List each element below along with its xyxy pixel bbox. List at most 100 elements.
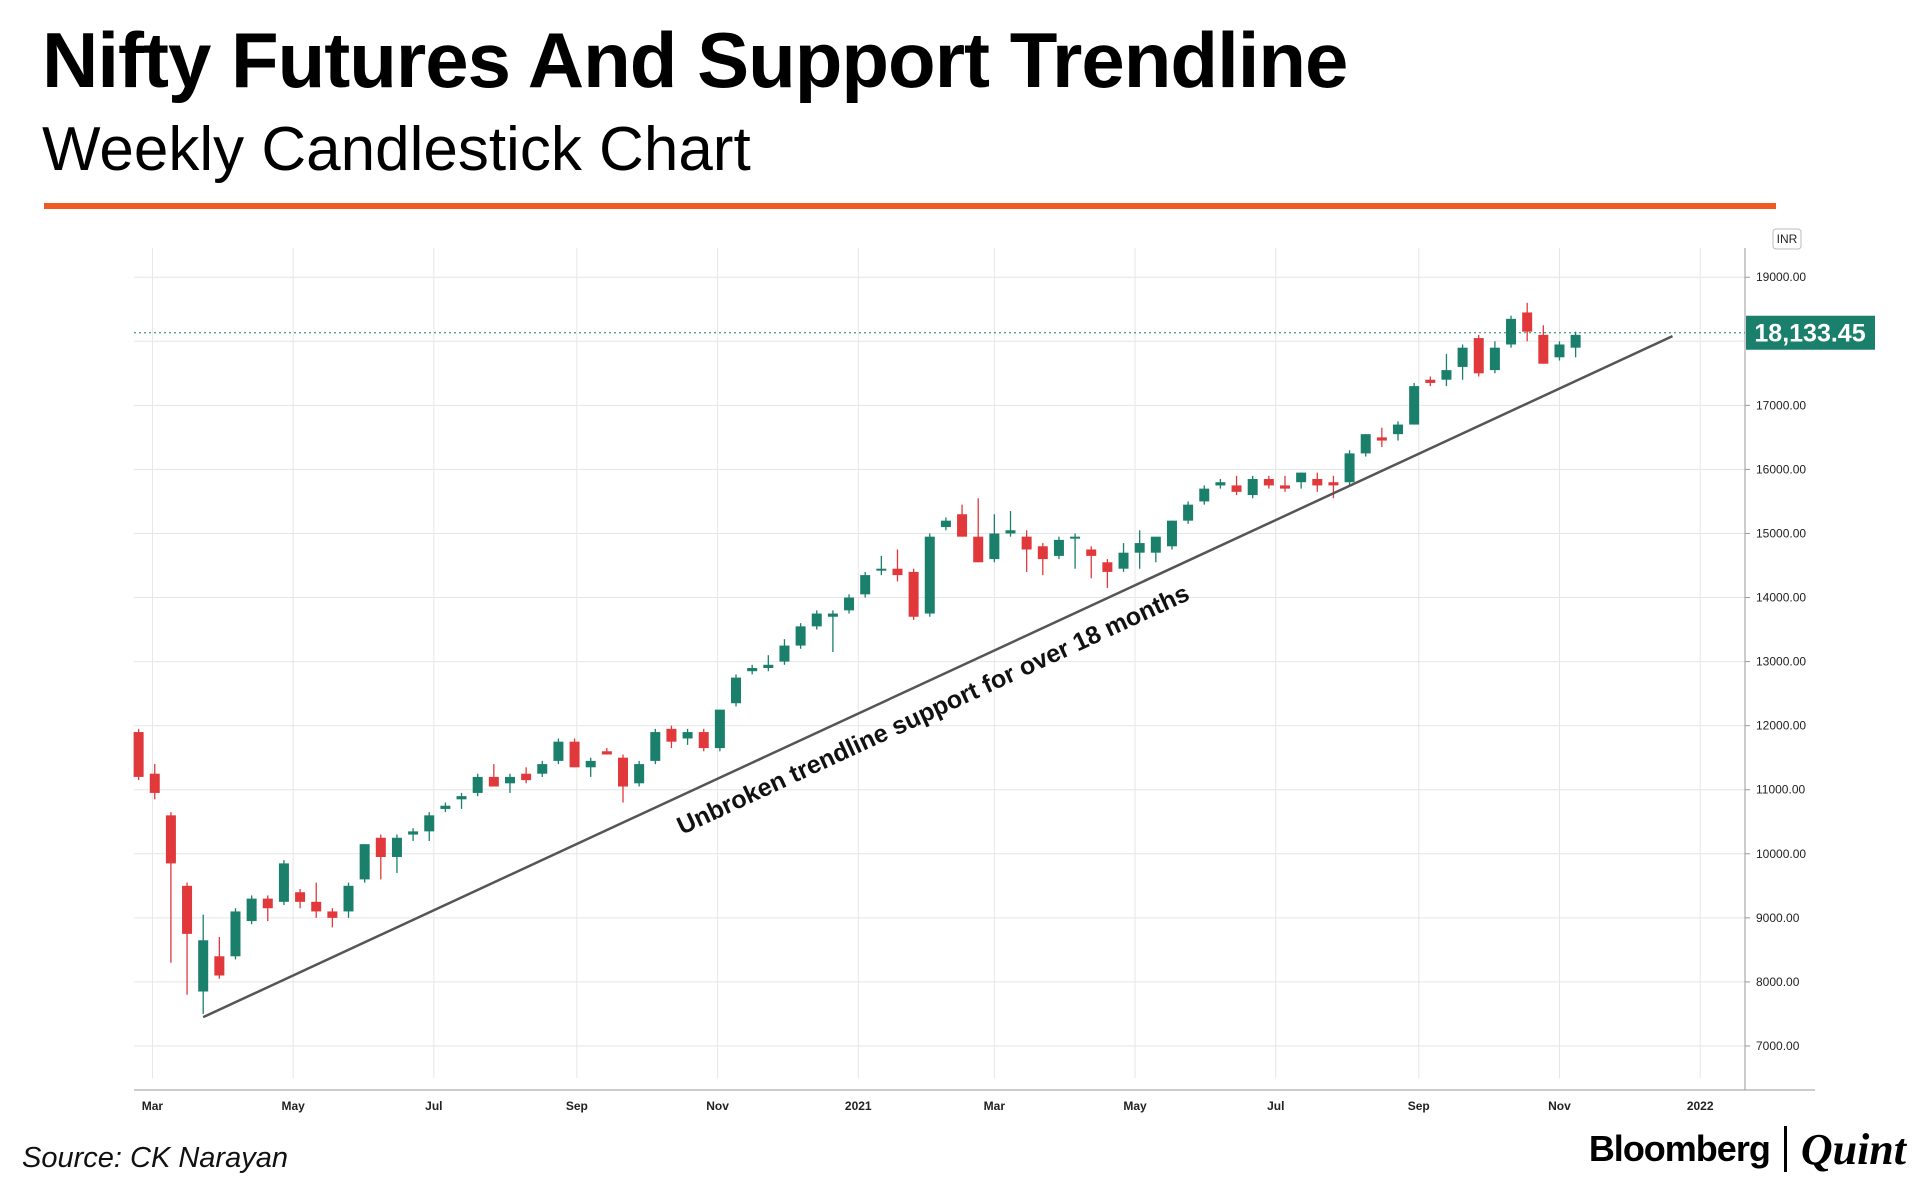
candle-body bbox=[1118, 552, 1129, 569]
candle-up bbox=[1554, 341, 1565, 361]
support-trendline bbox=[202, 335, 1674, 1019]
candle-body bbox=[747, 668, 758, 672]
brand-quint: Quint bbox=[1800, 1124, 1906, 1174]
candle-up bbox=[779, 639, 790, 665]
candle-down bbox=[182, 882, 193, 995]
y-tick-label: 19000.00 bbox=[1756, 270, 1806, 284]
candle-body bbox=[634, 764, 645, 784]
candle-up bbox=[1393, 421, 1404, 441]
candle-body bbox=[408, 831, 419, 835]
y-tick-label: 17000.00 bbox=[1756, 398, 1806, 412]
y-tick-label: 9000.00 bbox=[1756, 911, 1800, 925]
candle-body bbox=[1037, 546, 1048, 560]
candle-up bbox=[391, 834, 402, 873]
candle-body bbox=[1425, 379, 1436, 383]
candle-down bbox=[295, 889, 306, 909]
page-title: Nifty Futures And Support Trendline bbox=[42, 16, 1348, 104]
candle-up bbox=[278, 860, 289, 906]
candle-up bbox=[359, 844, 370, 883]
x-tick-label: 2021 bbox=[845, 1099, 872, 1113]
candle-body bbox=[1231, 485, 1242, 492]
candle-up bbox=[940, 517, 951, 531]
candle-up bbox=[1199, 485, 1210, 505]
x-tick-label: Jul bbox=[425, 1099, 442, 1113]
candle-body bbox=[1360, 434, 1371, 454]
candle-up bbox=[860, 571, 871, 598]
candle-up bbox=[472, 773, 483, 797]
candle-body bbox=[537, 764, 548, 774]
candle-up bbox=[714, 709, 725, 752]
candle-up bbox=[456, 792, 467, 809]
candle-body bbox=[1522, 312, 1533, 332]
candle-down bbox=[327, 908, 338, 928]
brand-logo: Bloomberg Quint bbox=[1589, 1124, 1906, 1174]
candle-up bbox=[1005, 511, 1016, 537]
candle-down bbox=[698, 728, 709, 752]
candle-body bbox=[278, 863, 289, 902]
candle-up bbox=[989, 514, 1000, 563]
x-tick-label: Sep bbox=[1408, 1099, 1430, 1113]
candle-up bbox=[634, 760, 645, 787]
candle-up bbox=[537, 760, 548, 777]
candle-down bbox=[149, 764, 160, 800]
candle-body bbox=[1166, 520, 1177, 547]
candle-body bbox=[1279, 485, 1290, 489]
trendline-annotation: Unbroken trendline support for over 18 m… bbox=[673, 579, 1194, 840]
candle-body bbox=[1328, 482, 1339, 486]
candle-body bbox=[1506, 318, 1517, 345]
candle-down bbox=[601, 748, 612, 755]
candle-body bbox=[827, 613, 838, 617]
candle-body bbox=[1457, 347, 1468, 367]
candle-body bbox=[1409, 386, 1420, 425]
candle-body bbox=[1183, 504, 1194, 521]
candle-body bbox=[779, 645, 790, 662]
candle-down bbox=[133, 728, 144, 781]
candle-body bbox=[149, 773, 160, 793]
candle-up bbox=[1457, 344, 1468, 380]
candle-body bbox=[327, 911, 338, 918]
candlestick-chart: 7000.00 8000.00 9000.00 10000.00 11000.00 120… bbox=[133, 228, 1875, 1113]
candle-body bbox=[1554, 344, 1565, 358]
title-divider bbox=[44, 203, 1776, 209]
candle-body bbox=[795, 626, 806, 646]
last-price-label: 18,133.45 bbox=[1754, 320, 1865, 348]
candle-up bbox=[876, 555, 887, 576]
candle-up bbox=[682, 728, 693, 745]
candle-body bbox=[165, 815, 176, 864]
candle-up bbox=[504, 773, 515, 793]
candle-body bbox=[1070, 536, 1081, 539]
candle-body bbox=[1489, 347, 1500, 371]
candle-up bbox=[1134, 530, 1145, 569]
currency-label: INR bbox=[1777, 232, 1798, 246]
candle-body bbox=[521, 773, 532, 781]
chart-overlay: 18,133.45 Unbroken trendline support for … bbox=[134, 315, 1875, 1019]
candle-down bbox=[1376, 427, 1387, 447]
candle-body bbox=[924, 536, 935, 614]
x-tick-label: 2022 bbox=[1687, 1099, 1714, 1113]
x-tick-label: Nov bbox=[706, 1099, 729, 1113]
candle-body bbox=[1441, 370, 1452, 380]
candle-down bbox=[1279, 475, 1290, 492]
source-note: Source: CK Narayan bbox=[22, 1142, 288, 1174]
chart-grid bbox=[134, 248, 1745, 1078]
candle-up bbox=[1166, 520, 1177, 550]
candle-up bbox=[1118, 543, 1129, 572]
candle-down bbox=[165, 812, 176, 963]
candle-body bbox=[844, 597, 855, 611]
candle-body bbox=[311, 901, 322, 912]
candle-up bbox=[343, 882, 354, 918]
candle-down bbox=[1425, 376, 1436, 387]
candle-body bbox=[876, 568, 887, 571]
last-price-tag bbox=[1746, 315, 1875, 350]
candle-up bbox=[1506, 315, 1517, 348]
candle-down bbox=[1037, 543, 1048, 576]
candle-up bbox=[650, 728, 661, 765]
candle-down bbox=[1263, 475, 1274, 489]
candle-up bbox=[1344, 450, 1355, 486]
candle-body bbox=[375, 837, 386, 857]
x-tick-label: Nov bbox=[1548, 1099, 1571, 1113]
candle-body bbox=[133, 732, 144, 777]
currency-badge bbox=[1772, 228, 1802, 250]
candle-body bbox=[940, 520, 951, 528]
candle-down bbox=[569, 738, 580, 768]
